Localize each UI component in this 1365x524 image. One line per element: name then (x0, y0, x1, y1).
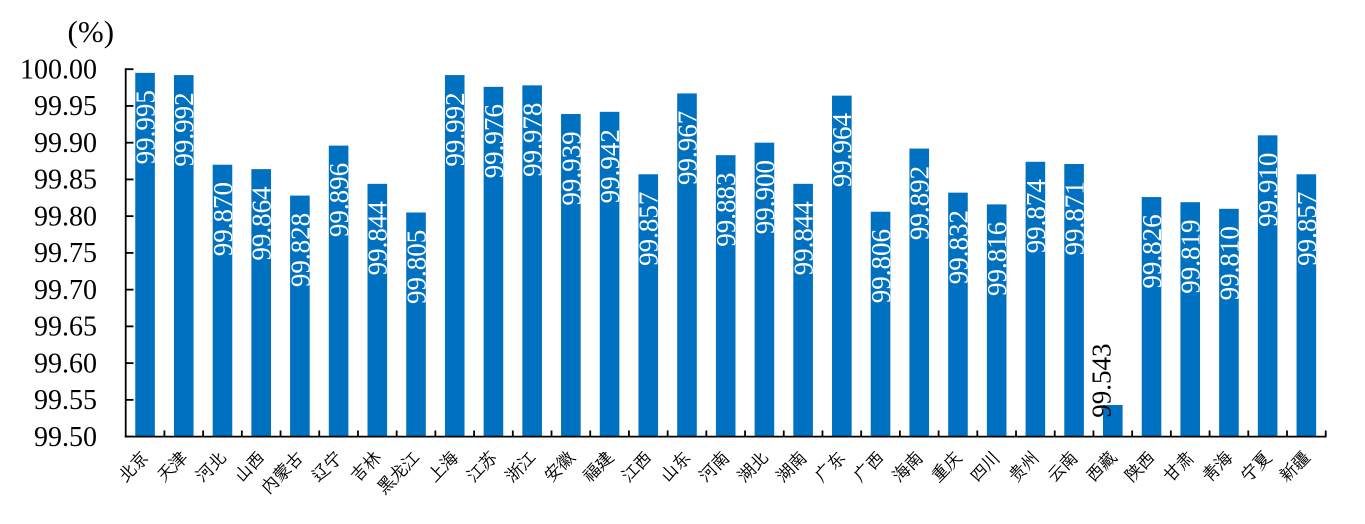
svg-text:99.816: 99.816 (982, 222, 1012, 296)
svg-text:(%): (%) (68, 14, 114, 49)
svg-text:99.844: 99.844 (789, 201, 819, 276)
svg-text:99.857: 99.857 (1292, 192, 1322, 266)
svg-text:99.992: 99.992 (169, 92, 199, 166)
svg-text:99.883: 99.883 (711, 172, 741, 246)
svg-text:99.964: 99.964 (827, 112, 857, 187)
svg-text:99.870: 99.870 (208, 182, 238, 256)
svg-text:99.896: 99.896 (324, 163, 354, 237)
svg-text:99.864: 99.864 (247, 186, 277, 261)
svg-text:99.805: 99.805 (401, 230, 431, 304)
svg-text:99.857: 99.857 (634, 192, 664, 266)
svg-text:99.55: 99.55 (34, 385, 97, 416)
svg-text:99.844: 99.844 (363, 201, 393, 276)
svg-text:100.00: 100.00 (20, 54, 97, 85)
svg-text:99.871: 99.871 (1059, 181, 1089, 255)
svg-text:99.60: 99.60 (34, 348, 97, 379)
svg-text:99.874: 99.874 (1021, 179, 1051, 254)
svg-text:99.810: 99.810 (1214, 226, 1244, 300)
svg-text:99.70: 99.70 (34, 275, 97, 306)
svg-text:99.80: 99.80 (34, 201, 97, 232)
svg-text:99.828: 99.828 (285, 213, 315, 287)
svg-text:99.826: 99.826 (1137, 214, 1167, 288)
svg-text:99.50: 99.50 (34, 422, 97, 453)
svg-text:99.976: 99.976 (479, 104, 509, 178)
svg-text:99.995: 99.995 (130, 90, 160, 164)
svg-text:99.543: 99.543 (1086, 344, 1116, 418)
svg-text:99.967: 99.967 (672, 111, 702, 185)
svg-text:99.85: 99.85 (34, 165, 97, 196)
svg-text:99.832: 99.832 (943, 210, 973, 284)
svg-text:99.819: 99.819 (1176, 220, 1206, 294)
svg-text:99.939: 99.939 (556, 131, 586, 205)
svg-text:99.892: 99.892 (905, 166, 935, 240)
svg-text:99.992: 99.992 (440, 92, 470, 166)
svg-text:99.806: 99.806 (866, 229, 896, 303)
svg-text:99.900: 99.900 (750, 160, 780, 234)
svg-text:99.910: 99.910 (1253, 153, 1283, 227)
svg-text:99.978: 99.978 (518, 103, 548, 177)
svg-text:99.942: 99.942 (595, 129, 625, 203)
svg-text:99.90: 99.90 (34, 128, 97, 159)
svg-text:99.65: 99.65 (34, 312, 97, 343)
svg-text:99.95: 99.95 (34, 91, 97, 122)
svg-text:99.75: 99.75 (34, 238, 97, 269)
